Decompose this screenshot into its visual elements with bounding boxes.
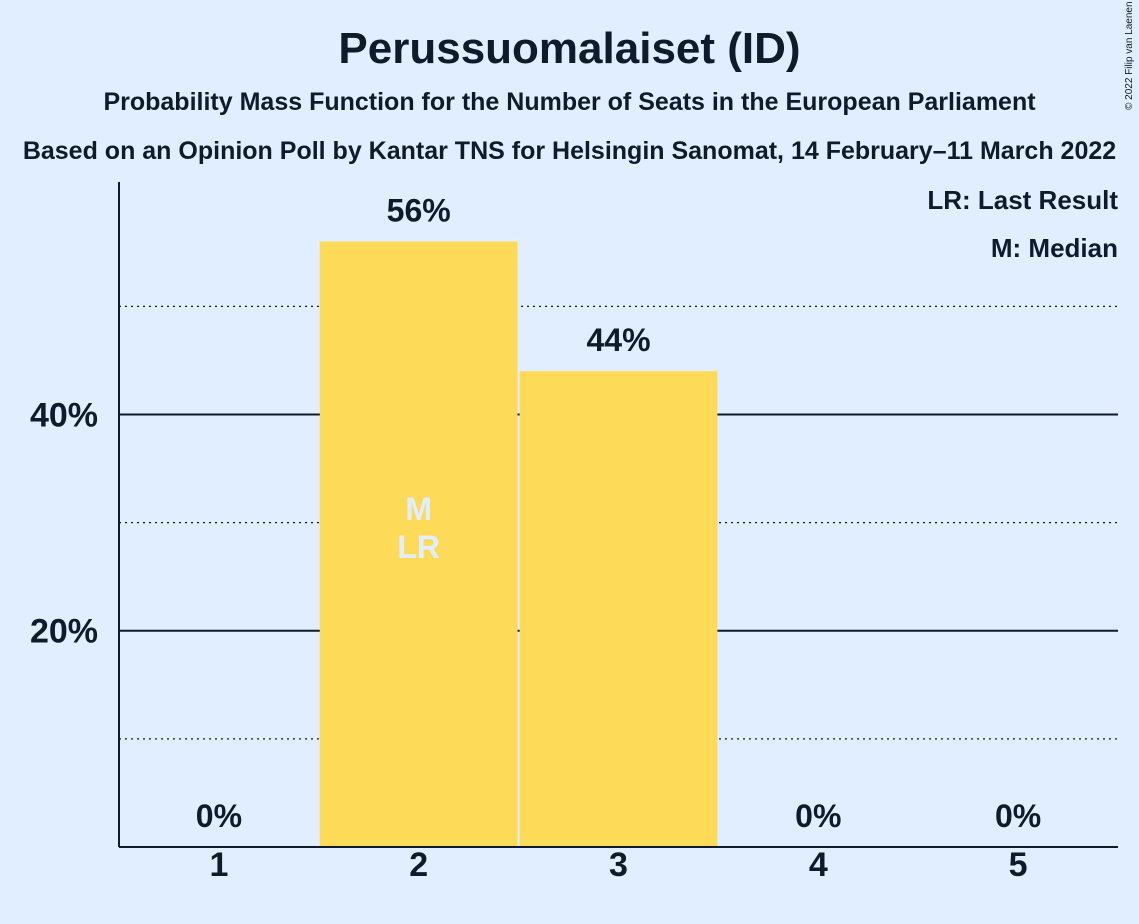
bar-value-label: 44% (586, 322, 650, 358)
y-tick-label: 40% (30, 396, 98, 434)
bar-marker-label: M (405, 491, 432, 527)
chart-source-note: Based on an Opinion Poll by Kantar TNS f… (22, 137, 1117, 165)
x-tick-label: 1 (209, 846, 228, 884)
bar-value-label: 0% (196, 798, 242, 834)
y-tick-label: 20% (30, 613, 98, 651)
x-tick-label: 4 (809, 846, 828, 884)
x-tick-label: 2 (409, 846, 428, 884)
bar (519, 371, 718, 847)
bar-value-label: 56% (387, 192, 451, 228)
x-tick-label: 5 (1009, 846, 1028, 884)
bar-value-label: 0% (995, 798, 1041, 834)
bar (319, 241, 518, 847)
chart-subtitle: Probability Mass Function for the Number… (103, 88, 1036, 116)
bar-value-label: 0% (795, 798, 841, 834)
x-tick-label: 3 (609, 846, 628, 884)
legend-entry: M: Median (991, 233, 1118, 263)
legend-entry: LR: Last Result (927, 185, 1118, 215)
bar-marker-label: LR (397, 529, 440, 565)
chart-title: Perussuomalaiset (ID) (338, 24, 801, 73)
